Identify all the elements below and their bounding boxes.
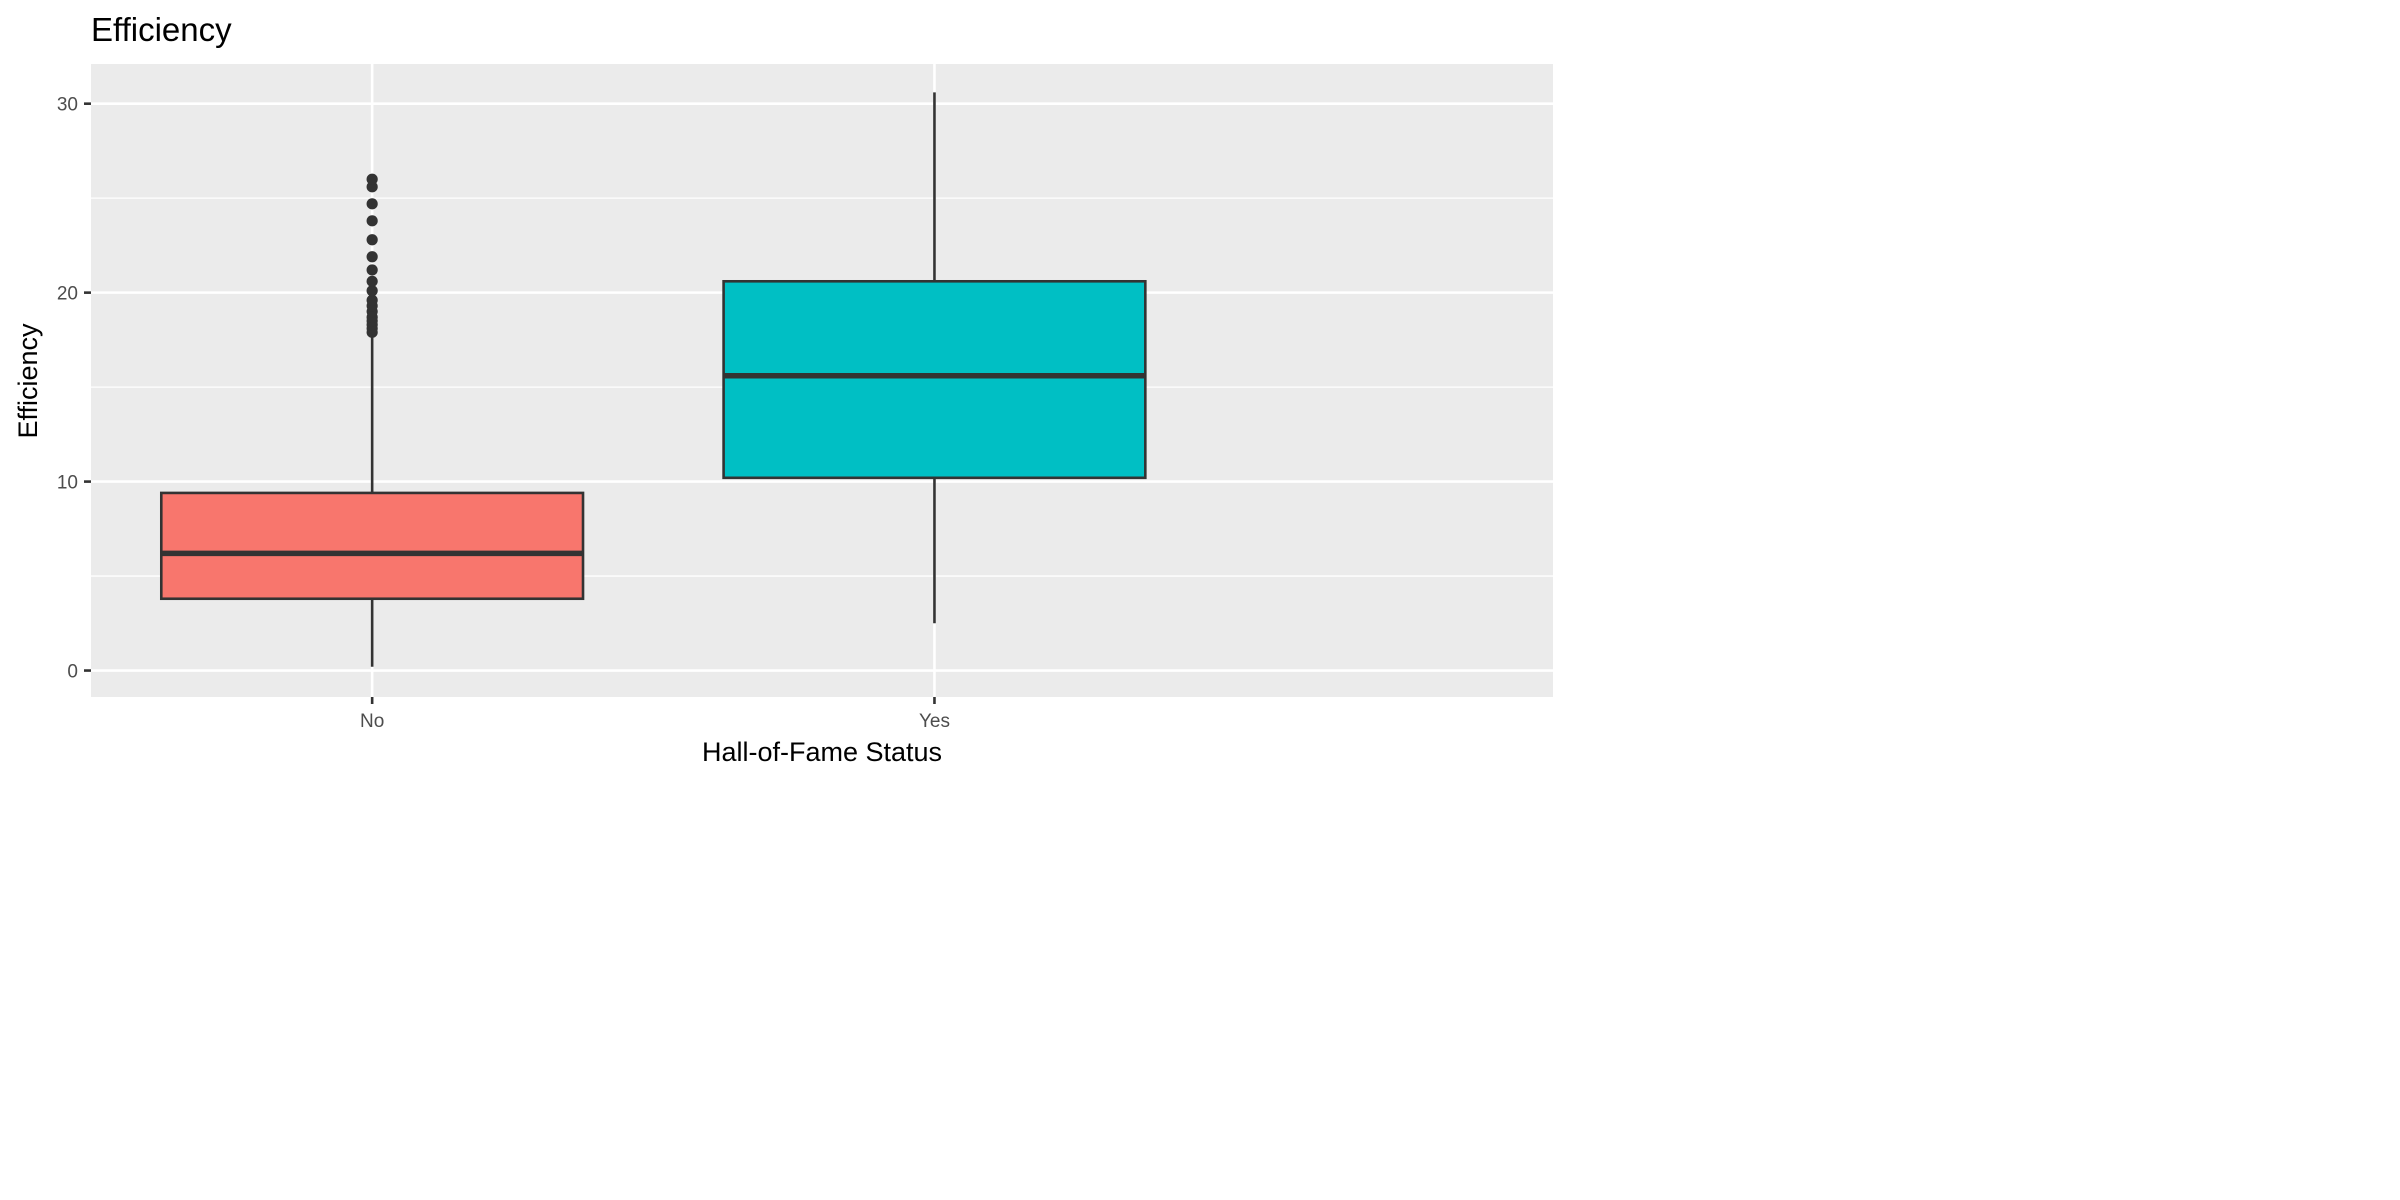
y-tick-label: 20 [57,284,78,305]
y-axis-title: Efficiency [13,323,43,439]
outlier-point [366,198,378,210]
axes: 0 10 20 30 No Yes [57,95,950,732]
outlier-point [366,251,378,263]
outlier-point [366,275,378,287]
y-tick-label: 30 [57,95,78,116]
box-yes [722,92,1147,624]
outlier-point [366,294,378,306]
chart-title: Efficiency [91,11,232,48]
y-tick-label: 10 [57,473,78,494]
box-iqr [159,491,585,601]
outlier-point [366,234,378,246]
y-tick-label: 0 [67,662,78,683]
outlier-point [366,264,378,276]
boxplot-chart: Efficiency 0 10 20 30 No Yes Hall-of-Fame Sta… [0,0,1568,784]
x-axis-title: Hall-of-Fame Status [702,737,942,767]
outlier-point [366,173,378,185]
x-tick-label: Yes [919,711,950,732]
box-iqr [722,279,1147,480]
outlier-point [366,215,378,227]
boxes [159,92,1147,667]
box-no [159,173,585,667]
x-tick-label: No [360,711,384,732]
chart-canvas: Efficiency 0 10 20 30 No Yes Hall-of-Fame Sta… [13,11,1553,767]
outlier-point [366,285,378,297]
